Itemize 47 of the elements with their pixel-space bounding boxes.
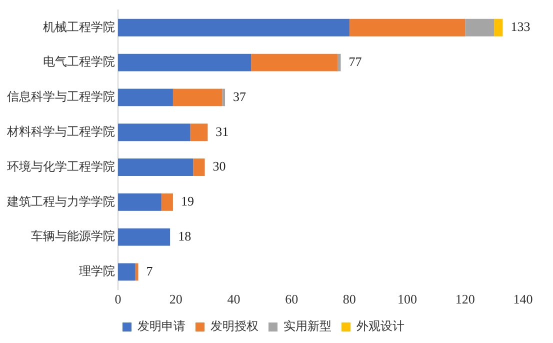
legend-label: 发明授权 xyxy=(210,319,258,334)
y-tick-label: 机械工程学院 xyxy=(43,20,115,34)
bar xyxy=(118,54,252,72)
bar xyxy=(172,88,222,106)
bar xyxy=(161,193,173,211)
y-tick-label: 电气工程学院 xyxy=(43,54,115,69)
x-tick-label: 140 xyxy=(513,292,533,307)
total-label: 31 xyxy=(216,124,229,139)
bar xyxy=(118,88,173,106)
x-tick-label: 20 xyxy=(169,292,182,307)
bar xyxy=(118,124,190,142)
bar xyxy=(135,263,138,281)
y-tick-label: 环境与化学工程学院 xyxy=(7,159,115,174)
legend-label: 实用新型 xyxy=(284,319,332,334)
total-label: 7 xyxy=(146,263,154,278)
y-tick-label: 材料科学与工程学院 xyxy=(6,124,115,138)
legend-label: 发明申请 xyxy=(138,319,186,334)
bar xyxy=(465,18,494,36)
x-tick-label: 80 xyxy=(342,292,356,307)
bar xyxy=(222,88,226,106)
total-label: 37 xyxy=(233,88,247,104)
bar xyxy=(190,124,208,142)
x-tick-label: 120 xyxy=(455,292,475,307)
bar xyxy=(118,193,162,211)
bar xyxy=(118,158,194,176)
total-label: 18 xyxy=(178,228,192,244)
total-label: 19 xyxy=(180,194,194,209)
bar xyxy=(251,54,338,72)
bar xyxy=(118,263,136,281)
bar xyxy=(118,18,350,36)
bar xyxy=(494,18,503,36)
x-tick-label: 100 xyxy=(398,292,418,307)
total-label: 77 xyxy=(348,54,362,69)
total-label: 30 xyxy=(212,158,226,174)
y-tick-label: 理学院 xyxy=(79,264,115,278)
legend-label: 外观设计 xyxy=(356,319,404,334)
total-label: 133 xyxy=(510,19,530,34)
x-tick-label: 60 xyxy=(285,292,298,307)
y-tick-label: 车辆与能源学院 xyxy=(31,229,115,244)
bar xyxy=(349,18,466,36)
x-tick-label: 40 xyxy=(227,292,240,307)
x-tick-label: 0 xyxy=(114,292,122,307)
bar xyxy=(118,228,170,246)
y-tick-label: 信息科学与工程学院 xyxy=(7,90,115,104)
bar xyxy=(338,54,341,72)
y-tick-label: 建筑工程与力学学院 xyxy=(6,194,115,208)
bar xyxy=(193,158,205,176)
